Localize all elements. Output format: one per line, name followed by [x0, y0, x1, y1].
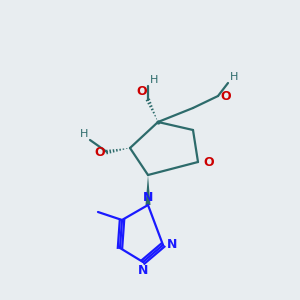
Text: N: N [143, 191, 153, 204]
Text: O: O [220, 89, 231, 103]
Text: O: O [136, 85, 147, 98]
Text: O: O [203, 155, 214, 169]
Text: N: N [167, 238, 177, 251]
Text: N: N [138, 264, 148, 277]
Text: O: O [94, 146, 105, 158]
Text: H: H [230, 72, 238, 82]
Text: H: H [150, 75, 158, 85]
Text: H: H [80, 129, 88, 139]
Polygon shape [146, 175, 151, 205]
